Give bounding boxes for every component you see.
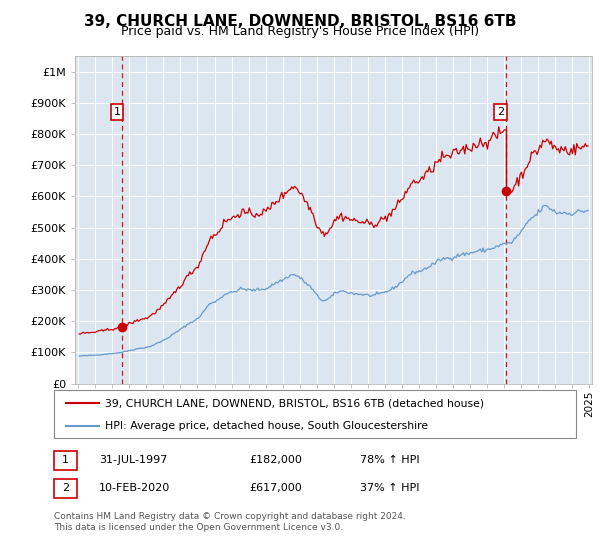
Text: 1: 1: [62, 455, 69, 465]
Text: 2: 2: [497, 107, 504, 117]
Text: £182,000: £182,000: [249, 455, 302, 465]
Text: 1: 1: [113, 107, 121, 117]
Text: Price paid vs. HM Land Registry's House Price Index (HPI): Price paid vs. HM Land Registry's House …: [121, 25, 479, 38]
Text: 78% ↑ HPI: 78% ↑ HPI: [360, 455, 419, 465]
Text: 10-FEB-2020: 10-FEB-2020: [99, 483, 170, 493]
Text: HPI: Average price, detached house, South Gloucestershire: HPI: Average price, detached house, Sout…: [105, 421, 428, 431]
Text: 37% ↑ HPI: 37% ↑ HPI: [360, 483, 419, 493]
Text: 31-JUL-1997: 31-JUL-1997: [99, 455, 167, 465]
Text: £617,000: £617,000: [249, 483, 302, 493]
Text: 39, CHURCH LANE, DOWNEND, BRISTOL, BS16 6TB: 39, CHURCH LANE, DOWNEND, BRISTOL, BS16 …: [84, 14, 516, 29]
Text: 39, CHURCH LANE, DOWNEND, BRISTOL, BS16 6TB (detached house): 39, CHURCH LANE, DOWNEND, BRISTOL, BS16 …: [105, 398, 484, 408]
Text: Contains HM Land Registry data © Crown copyright and database right 2024.
This d: Contains HM Land Registry data © Crown c…: [54, 512, 406, 532]
Text: 2: 2: [62, 483, 69, 493]
